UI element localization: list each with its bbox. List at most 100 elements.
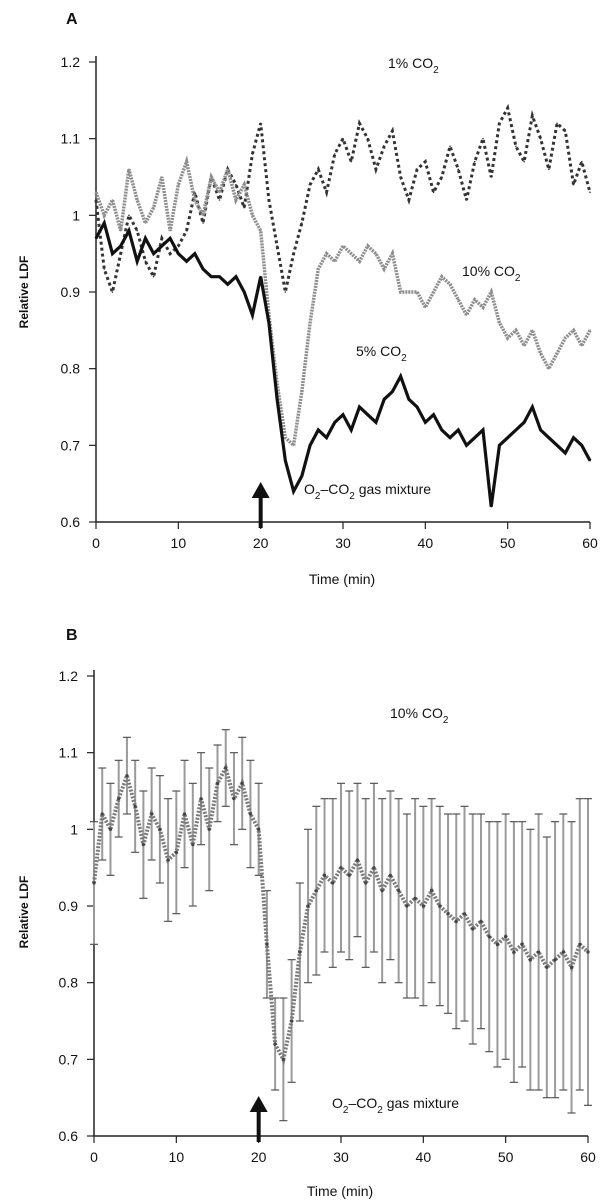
data-point <box>441 275 443 278</box>
data-point <box>301 475 303 477</box>
series-label: 10% CO2 <box>462 263 521 284</box>
x-tick-label: 60 <box>580 1149 596 1165</box>
data-point <box>339 866 343 870</box>
data-point <box>490 291 493 293</box>
data-point <box>495 942 500 946</box>
data-point <box>207 827 211 831</box>
data-point <box>342 413 344 416</box>
data-point <box>531 114 534 117</box>
data-point <box>95 199 97 201</box>
x-tick-label: 10 <box>171 535 187 551</box>
data-point <box>248 812 253 816</box>
data-point <box>506 337 509 339</box>
data-point <box>548 168 550 171</box>
data-point <box>301 222 303 224</box>
data-point <box>531 406 534 408</box>
data-point <box>309 444 311 447</box>
panel-label-a: A <box>66 11 78 28</box>
data-point <box>564 130 567 132</box>
data-point <box>218 199 221 201</box>
arrow-head-icon <box>251 482 270 498</box>
data-point <box>586 950 590 954</box>
data-point <box>399 176 402 178</box>
data-point <box>317 168 320 171</box>
data-point <box>317 268 320 270</box>
data-point <box>479 919 483 923</box>
data-point <box>265 942 269 946</box>
data-point <box>284 436 287 439</box>
data-point <box>545 965 549 969</box>
data-point <box>498 122 501 125</box>
data-point <box>290 1019 294 1023</box>
x-tick-label: 60 <box>582 535 598 551</box>
data-point <box>449 145 451 148</box>
data-point <box>520 942 524 946</box>
data-point <box>325 436 328 439</box>
data-point <box>161 176 163 178</box>
y-tick-label: 0.6 <box>61 514 81 530</box>
data-point <box>408 398 410 401</box>
data-point <box>141 843 145 847</box>
data-point <box>292 490 295 493</box>
data-point <box>119 245 122 247</box>
data-point <box>449 283 451 286</box>
y-tick-label: 1.1 <box>61 131 81 147</box>
data-point <box>482 137 484 140</box>
data-point <box>150 812 154 816</box>
x-tick-label: 20 <box>253 535 269 551</box>
data-point <box>589 329 591 332</box>
data-point <box>482 306 484 309</box>
x-tick-label: 30 <box>335 535 351 551</box>
data-point <box>482 429 484 431</box>
data-point <box>366 245 369 247</box>
y-tick-label: 1 <box>72 207 80 223</box>
data-point <box>537 950 541 954</box>
data-point <box>125 774 129 778</box>
data-point <box>523 344 525 347</box>
x-tick-label: 30 <box>333 1149 349 1165</box>
data-point <box>358 260 361 263</box>
data-point <box>515 145 517 148</box>
data-point <box>465 444 468 447</box>
data-point <box>515 429 517 431</box>
data-point <box>136 229 138 232</box>
data-point <box>194 252 196 255</box>
data-point <box>523 160 525 163</box>
data-point <box>454 919 458 923</box>
data-point <box>572 183 575 186</box>
data-point <box>309 321 311 324</box>
data-point <box>372 866 376 870</box>
data-point <box>235 199 237 201</box>
data-point <box>548 367 550 370</box>
x-axis-title-a: Time (min) <box>309 571 375 587</box>
data-point <box>355 858 360 862</box>
data-point <box>506 436 509 439</box>
data-point <box>298 950 302 954</box>
series-label: 5% CO2 <box>356 343 407 364</box>
data-point <box>235 275 237 278</box>
data-point <box>174 850 178 854</box>
data-point <box>161 245 163 247</box>
data-point <box>95 191 97 194</box>
data-point <box>218 191 221 194</box>
data-point <box>152 252 155 255</box>
annotation-text: O2–CO2 gas mixture <box>304 481 431 502</box>
data-point <box>273 1042 277 1046</box>
x-tick-label: 0 <box>90 1149 98 1165</box>
x-tick-label: 40 <box>416 1149 432 1165</box>
data-point <box>471 927 475 931</box>
data-point <box>408 199 410 201</box>
data-point <box>572 329 575 332</box>
data-point <box>232 797 236 801</box>
data-point <box>578 942 582 946</box>
data-point <box>421 904 425 908</box>
data-point <box>317 429 320 431</box>
y-tick-label: 1.2 <box>61 54 81 70</box>
series-line <box>94 103 592 298</box>
data-point <box>166 858 170 862</box>
data-point <box>224 766 228 770</box>
data-point <box>424 421 427 424</box>
data-point <box>473 436 476 439</box>
data-point <box>350 252 353 255</box>
data-point <box>92 881 96 885</box>
